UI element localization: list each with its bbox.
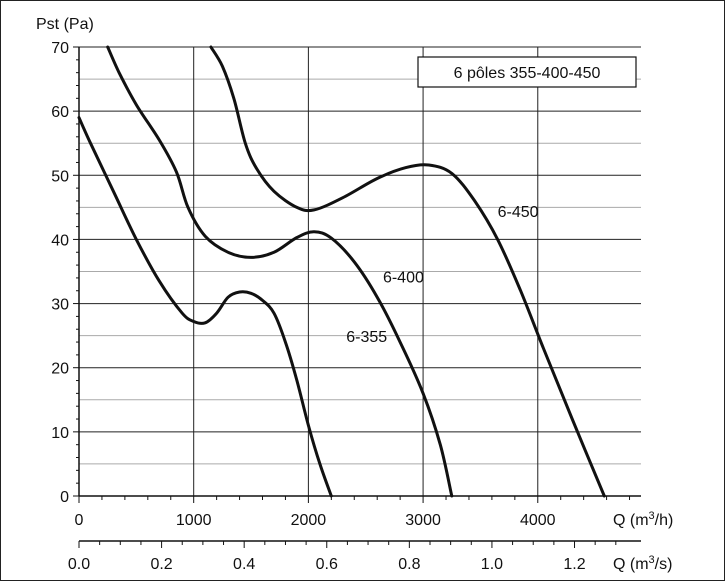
x2-axis-title: Q (m3/s)	[613, 554, 672, 573]
y-tick-label: 40	[51, 232, 69, 249]
y-tick-label: 20	[51, 361, 69, 378]
legend-box	[417, 56, 637, 88]
y-tick-label: 30	[51, 297, 69, 314]
y-tick-label: 50	[51, 168, 69, 185]
y-tick-label: 0	[60, 489, 69, 506]
y-axis-title: Pst (Pa)	[36, 16, 94, 33]
x-axis-title: Q (m3/h)	[613, 510, 673, 529]
y-tick-label: 10	[51, 425, 69, 442]
curve-6-450	[209, 45, 606, 498]
legend-text: 6 pôles 355-400-450	[454, 65, 601, 82]
x-tick-label: 4000	[520, 512, 556, 529]
curve-label-6-355: 6-355	[346, 329, 387, 346]
x2-tick-label: 1.2	[563, 556, 585, 573]
curve-6-355	[77, 116, 333, 498]
y-tick-label: 60	[51, 104, 69, 121]
curve-label-6-400: 6-400	[383, 269, 424, 286]
x2-tick-label: 0.2	[150, 556, 172, 573]
x-tick-label: 3000	[405, 512, 441, 529]
x2-tick-label: 0.4	[233, 556, 255, 573]
x-tick-label: 1000	[176, 512, 212, 529]
x2-tick-label: 0.8	[398, 556, 420, 573]
y-tick-label: 70	[51, 40, 69, 57]
x-tick-label: 2000	[291, 512, 327, 529]
curve-6-400	[106, 45, 454, 498]
curve-label-6-450: 6-450	[498, 204, 539, 221]
x-tick-label: 0	[75, 512, 84, 529]
x2-tick-label: 1.0	[481, 556, 503, 573]
x2-tick-label: 0.0	[68, 556, 90, 573]
x2-tick-label: 0.6	[316, 556, 338, 573]
